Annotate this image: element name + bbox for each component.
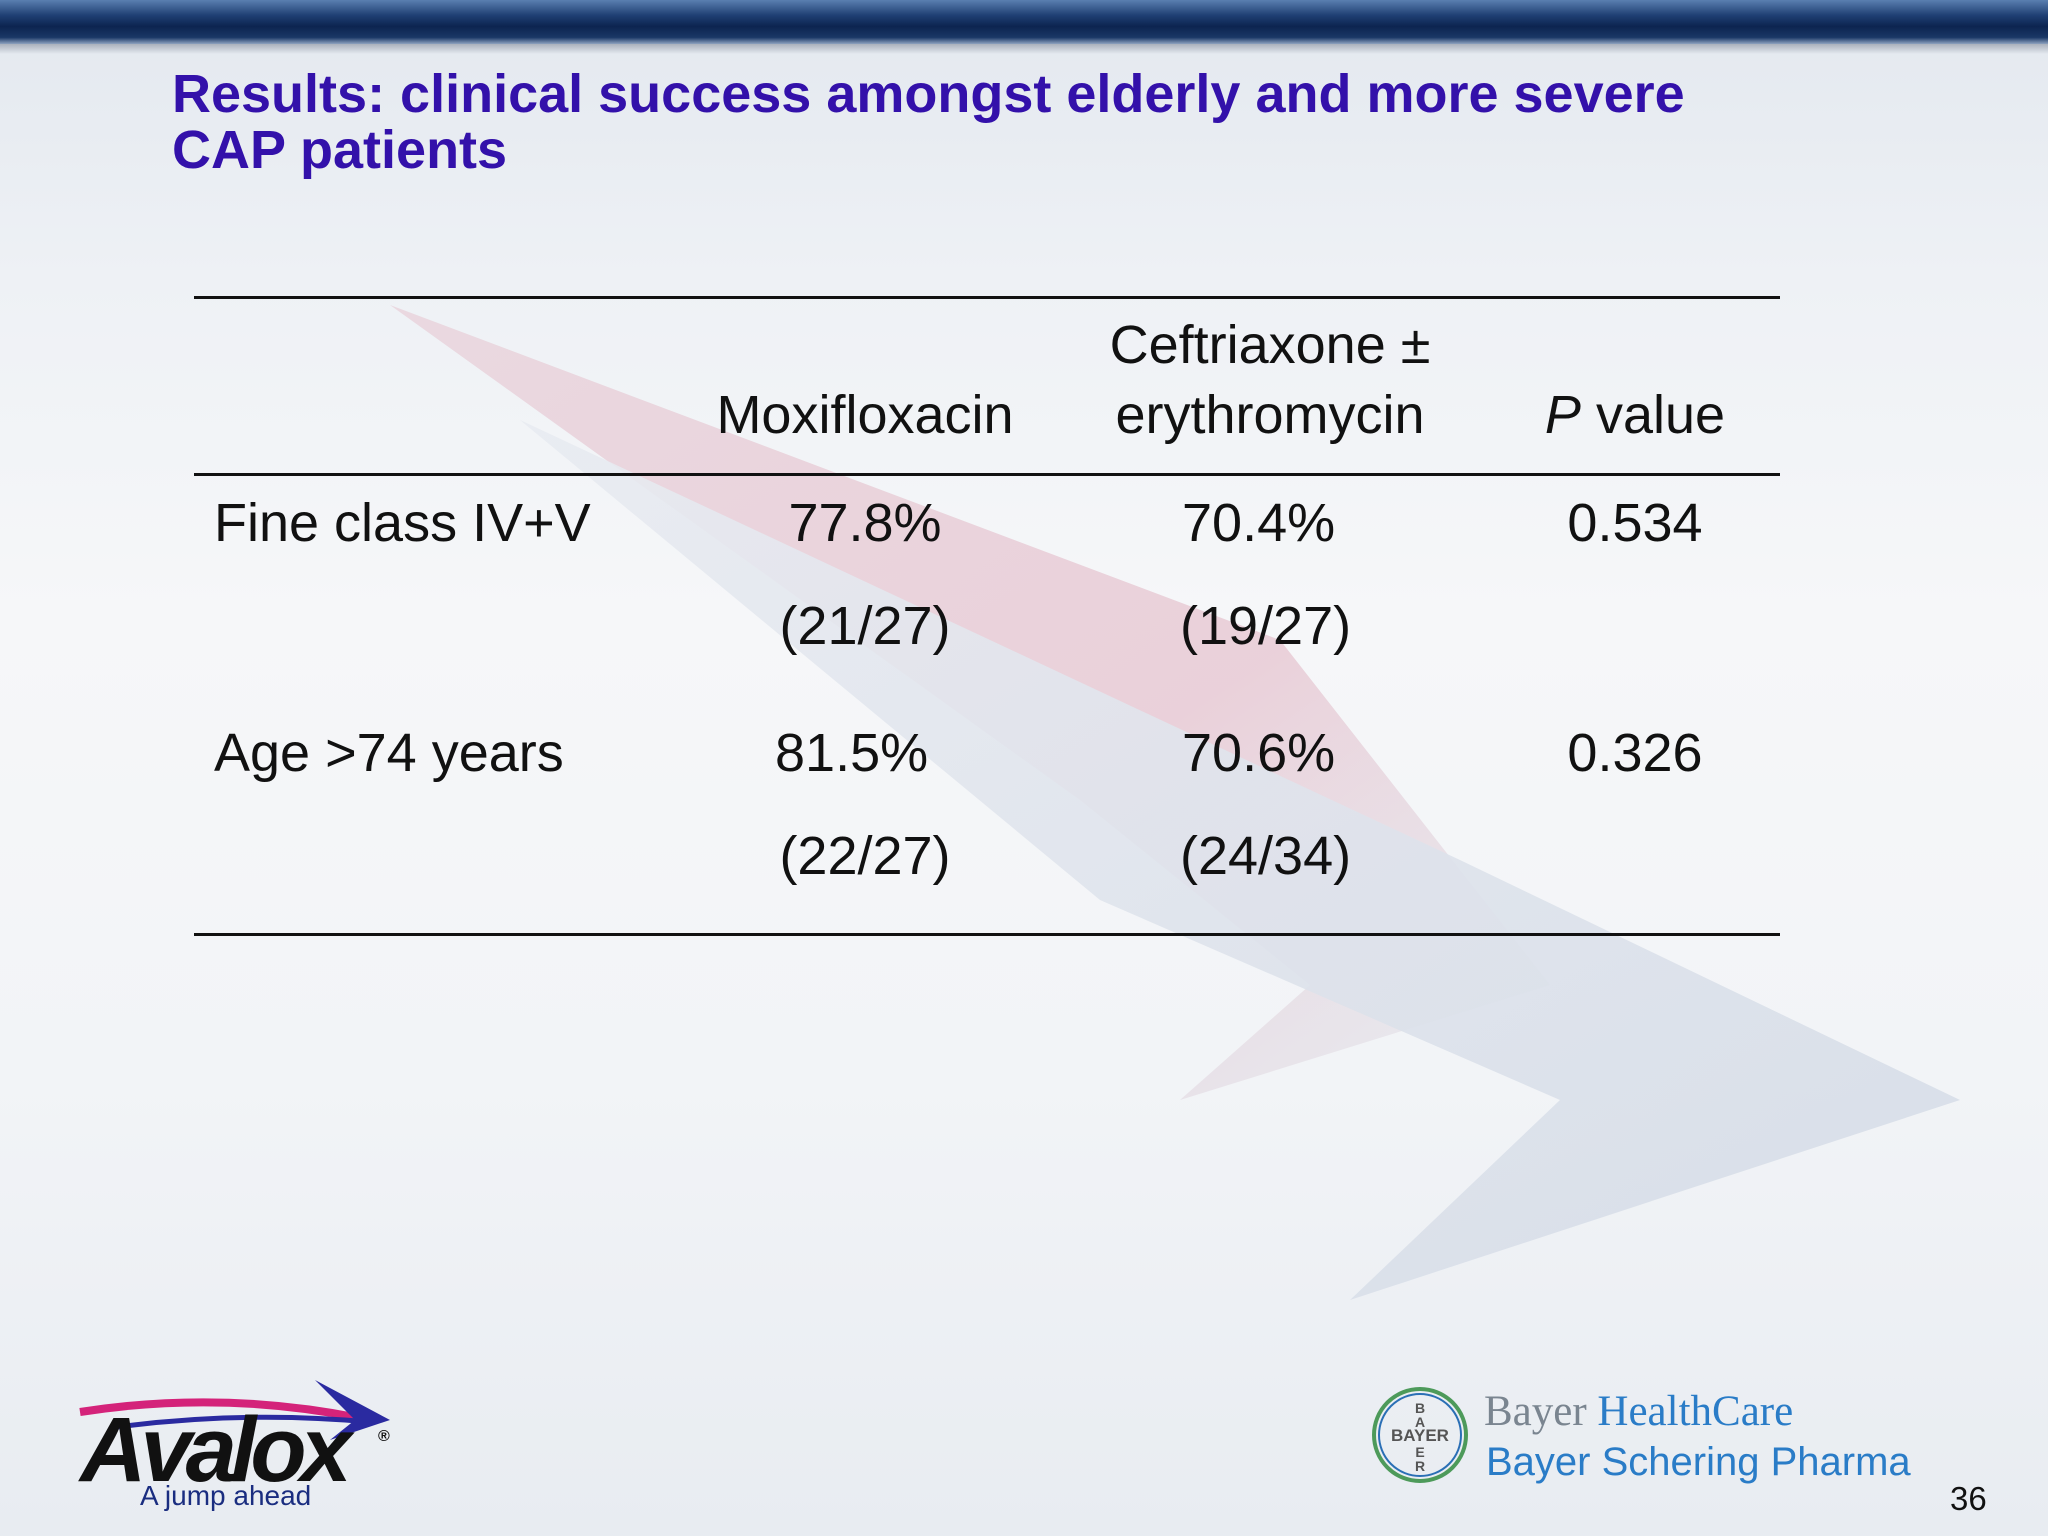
- header-p-value: P value: [1500, 385, 1770, 445]
- avalox-registered-mark: ®: [378, 1428, 390, 1445]
- header-ceftriaxone-line-2: erythromycin: [1115, 385, 1425, 445]
- header-p-italic: P: [1544, 385, 1581, 445]
- bayer-healthcare-text: Bayer HealthCare: [1484, 1388, 1793, 1436]
- header-bar: [0, 0, 2048, 44]
- row1-moxi-pct: 77.8%: [788, 493, 942, 553]
- header-bar-shadow: [0, 44, 2048, 54]
- slide-title: Results: clinical success amongst elderl…: [172, 66, 1872, 178]
- svg-text:R: R: [1415, 1458, 1425, 1474]
- page-number: 36: [1950, 1480, 1987, 1517]
- bayer-word: Bayer: [1484, 1388, 1587, 1435]
- avalox-swoosh-icon: [79, 1380, 390, 1440]
- header-moxifloxacin: Moxifloxacin: [716, 385, 1014, 445]
- row1-ceft-pct: 70.4%: [1182, 493, 1336, 553]
- row2-moxi-pct: 81.5%: [775, 723, 929, 783]
- bayer-cross-icon: BAYER B A E R: [1372, 1387, 1468, 1483]
- table-header-rule: [194, 473, 1780, 476]
- row-label-age: Age >74 years: [214, 723, 564, 783]
- bayer-cross-horizontal: BAYER: [1391, 1426, 1449, 1445]
- row1-moxi-frac: (21/27): [779, 596, 951, 656]
- avalox-tagline: A jump ahead: [140, 1480, 312, 1511]
- svg-text:A: A: [1415, 1414, 1425, 1430]
- row-label-fine-class: Fine class IV+V: [214, 493, 591, 553]
- table-bottom-rule: [194, 933, 1780, 936]
- svg-text:E: E: [1415, 1444, 1424, 1460]
- bayer-schering-pharma-text: Bayer Schering Pharma: [1486, 1440, 1911, 1484]
- row1-ceft-frac: (19/27): [1180, 596, 1352, 656]
- healthcare-word: HealthCare: [1586, 1388, 1794, 1435]
- row1-p-value: 0.534: [1567, 493, 1703, 553]
- row2-p-value: 0.326: [1567, 723, 1703, 783]
- header-ceftriaxone-line-1: Ceftriaxone ±: [1109, 315, 1431, 375]
- row2-ceft-pct: 70.6%: [1182, 723, 1336, 783]
- row2-ceft-frac: (24/34): [1180, 826, 1352, 886]
- row2-moxi-frac: (22/27): [779, 826, 951, 886]
- table-top-rule: [194, 296, 1780, 299]
- slide-title-line-1: Results: clinical success amongst elderl…: [172, 64, 1685, 124]
- svg-text:B: B: [1415, 1400, 1425, 1416]
- header-p-rest: value: [1580, 385, 1726, 445]
- slide-title-line-2: CAP patients: [172, 120, 508, 180]
- avalox-logo-text: Avalox: [80, 1399, 352, 1501]
